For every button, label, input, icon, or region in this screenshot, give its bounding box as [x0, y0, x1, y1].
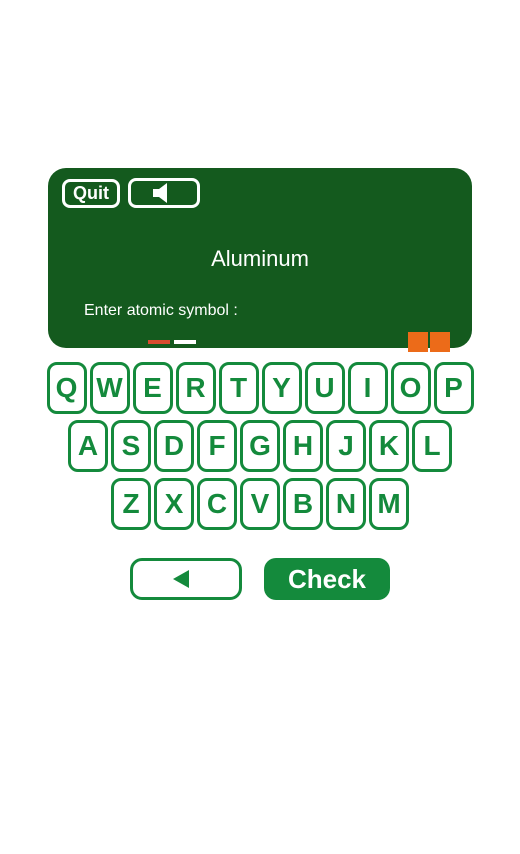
quit-button[interactable]: Quit: [62, 179, 120, 208]
speaker-icon: [151, 183, 177, 203]
key-e[interactable]: E: [133, 362, 173, 414]
key-n[interactable]: N: [326, 478, 366, 530]
answer-dash: [148, 340, 170, 344]
key-z[interactable]: Z: [111, 478, 151, 530]
answer-slots: [148, 340, 196, 348]
key-k[interactable]: K: [369, 420, 409, 472]
sound-button[interactable]: [128, 178, 200, 208]
key-c[interactable]: C: [197, 478, 237, 530]
answer-dash: [174, 340, 196, 344]
keyboard: QWERTYUIOP ASDFGHJKL ZXCVBNM Check: [48, 362, 472, 600]
key-x[interactable]: X: [154, 478, 194, 530]
key-h[interactable]: H: [283, 420, 323, 472]
key-o[interactable]: O: [391, 362, 431, 414]
check-button[interactable]: Check: [264, 558, 390, 600]
key-y[interactable]: Y: [262, 362, 302, 414]
key-u[interactable]: U: [305, 362, 345, 414]
key-m[interactable]: M: [369, 478, 409, 530]
key-l[interactable]: L: [412, 420, 452, 472]
key-d[interactable]: D: [154, 420, 194, 472]
key-v[interactable]: V: [240, 478, 280, 530]
question-panel: Quit Aluminum Enter atomic symbol :: [48, 168, 472, 348]
key-g[interactable]: G: [240, 420, 280, 472]
key-w[interactable]: W: [90, 362, 130, 414]
back-arrow-icon: [171, 568, 201, 590]
key-r[interactable]: R: [176, 362, 216, 414]
key-j[interactable]: J: [326, 420, 366, 472]
key-i[interactable]: I: [348, 362, 388, 414]
key-f[interactable]: F: [197, 420, 237, 472]
action-row: Check: [130, 558, 390, 600]
panel-top-bar: Quit: [62, 178, 458, 208]
key-s[interactable]: S: [111, 420, 151, 472]
key-b[interactable]: B: [283, 478, 323, 530]
key-a[interactable]: A: [68, 420, 108, 472]
key-p[interactable]: P: [434, 362, 474, 414]
element-name: Aluminum: [62, 246, 458, 272]
bottom-strip: [48, 340, 472, 348]
key-q[interactable]: Q: [47, 362, 87, 414]
progress-block: [430, 332, 450, 352]
key-row-3: ZXCVBNM: [111, 478, 409, 530]
progress-blocks: [408, 332, 450, 340]
key-t[interactable]: T: [219, 362, 259, 414]
prompt-label: Enter atomic symbol :: [84, 302, 458, 320]
key-row-1: QWERTYUIOP: [47, 362, 474, 414]
key-row-2: ASDFGHJKL: [68, 420, 452, 472]
progress-block: [408, 332, 428, 352]
backspace-button[interactable]: [130, 558, 242, 600]
game-container: Quit Aluminum Enter atomic symbol :: [48, 168, 472, 600]
